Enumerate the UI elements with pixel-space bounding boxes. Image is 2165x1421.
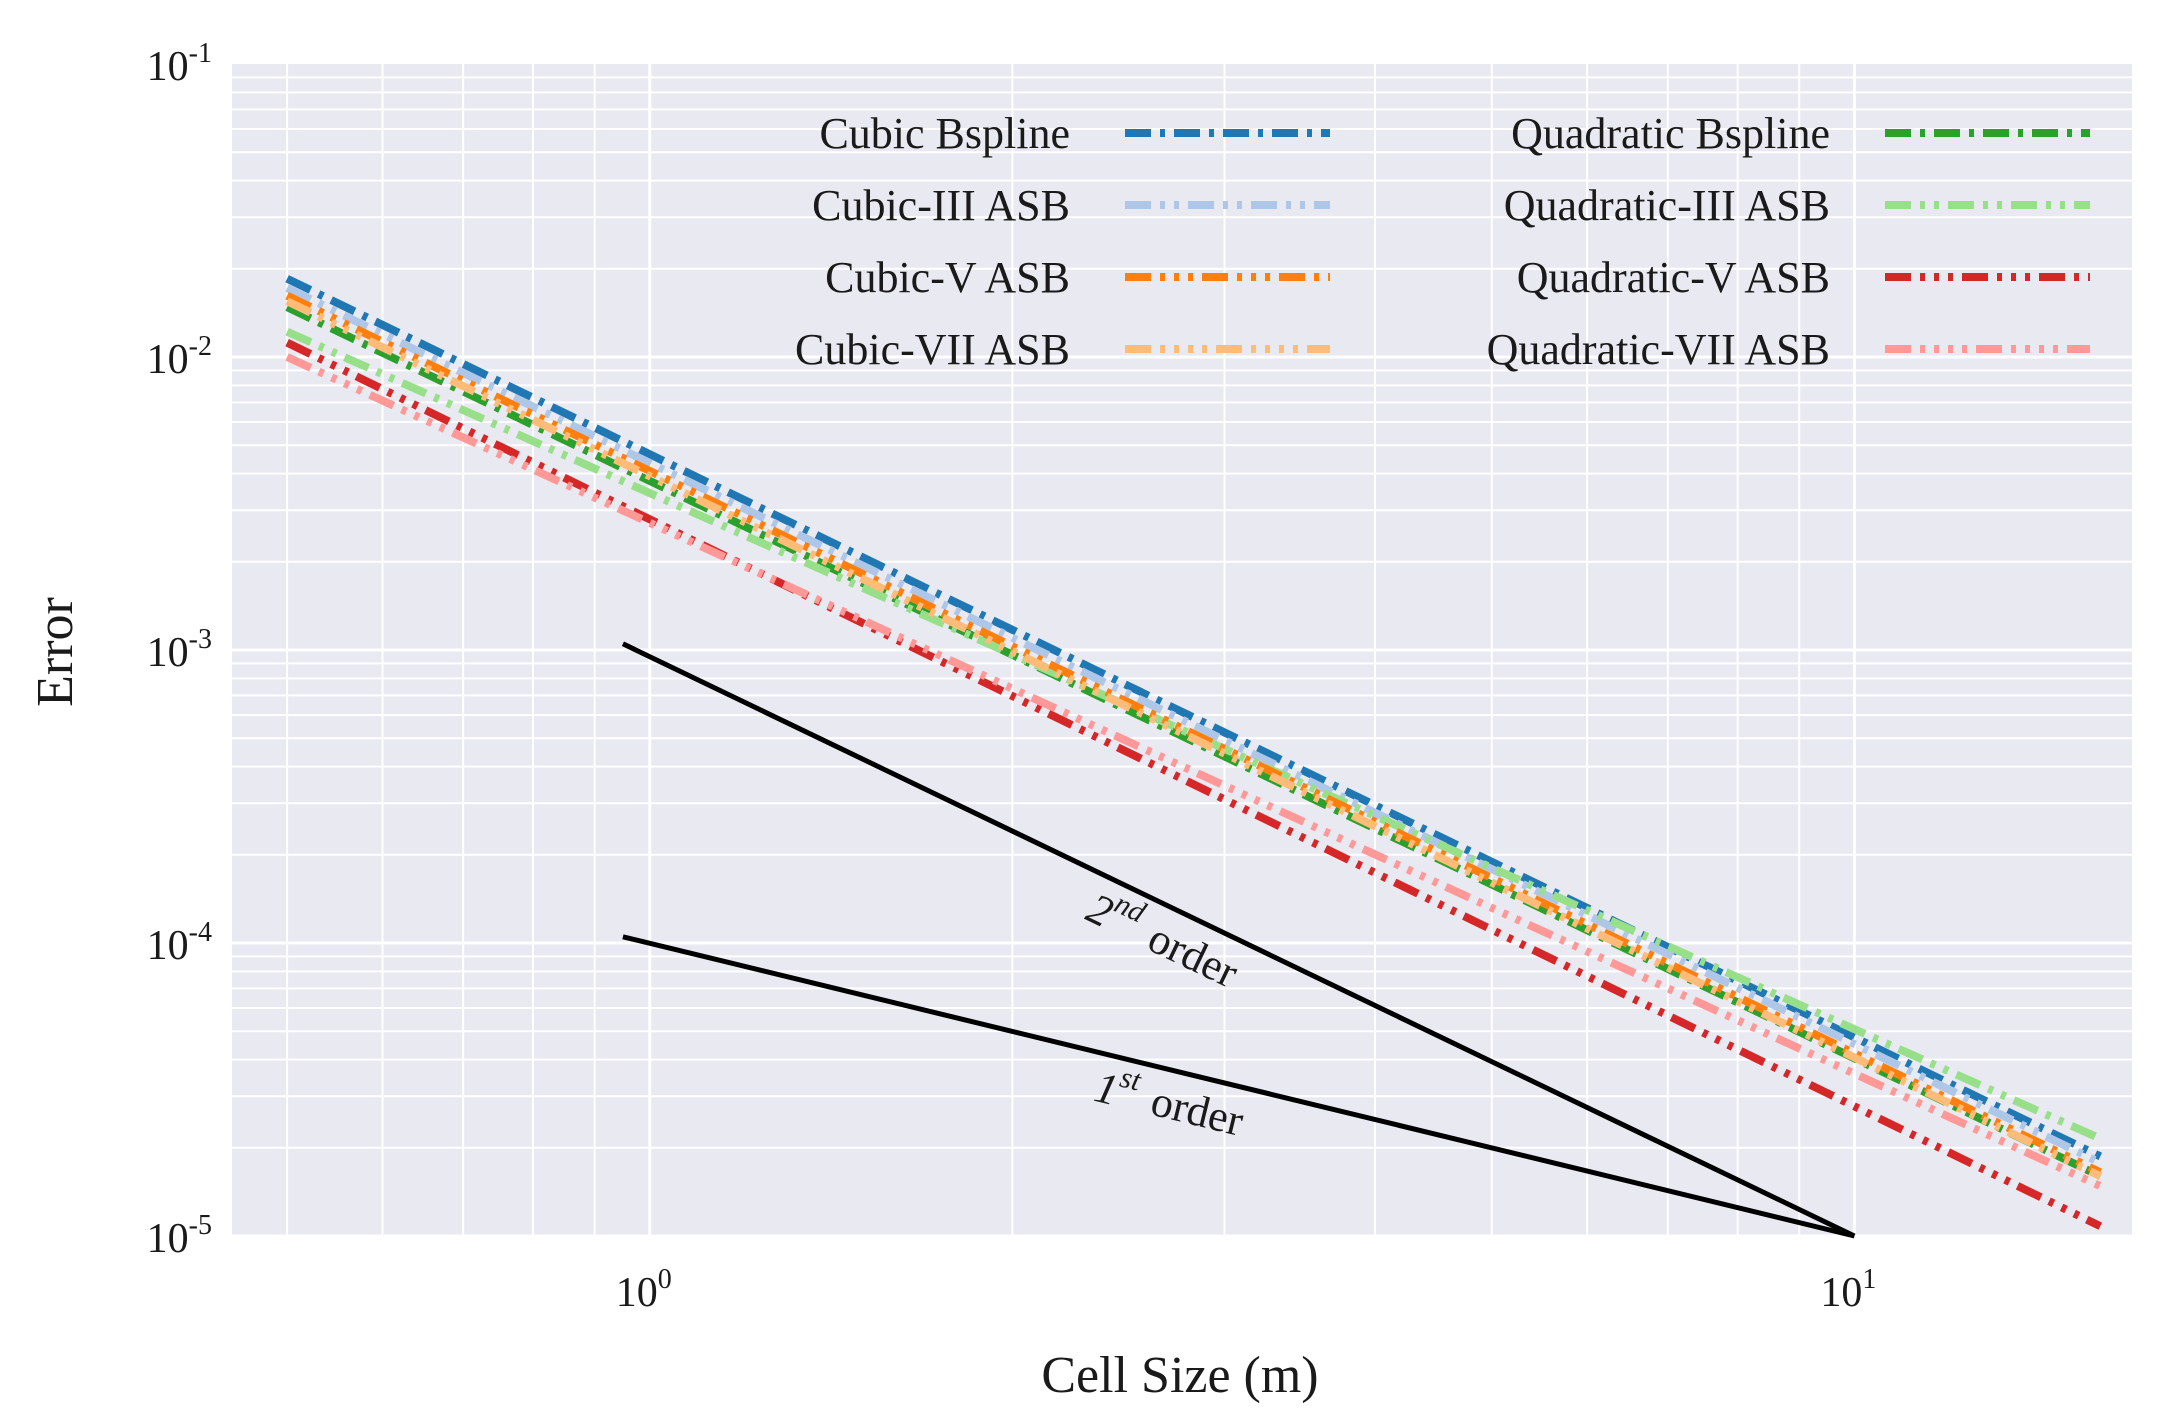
series-line-1 <box>285 275 2103 1161</box>
x-tick-label: 101 <box>1820 1264 1876 1316</box>
series-line-8 <box>285 353 2102 1190</box>
reference-line-1 <box>621 641 1856 1239</box>
legend-label: Cubic Bspline <box>819 109 1070 158</box>
reference-line-2 <box>622 934 1855 1239</box>
y-tick-label: 10-2 <box>147 331 212 383</box>
legend-label: Cubic-III ASB <box>812 181 1070 230</box>
legend-label: Quadratic-VII ASB <box>1487 325 1830 374</box>
series-line-6 <box>285 339 2103 1230</box>
series-line-3 <box>285 284 2103 1167</box>
series-line-4 <box>285 328 2102 1143</box>
legend-label: Cubic-VII ASB <box>795 325 1070 374</box>
legend-label: Quadratic-III ASB <box>1504 181 1830 230</box>
series-line-7 <box>285 297 2103 1180</box>
reference-label-2: 1storder <box>1090 1056 1250 1146</box>
series-line-5 <box>285 291 2103 1176</box>
legend-label: Quadratic-V ASB <box>1517 253 1830 302</box>
y-axis-label: Error <box>27 597 84 707</box>
legend-label: Cubic-V ASB <box>825 253 1070 302</box>
legend-label: Quadratic Bspline <box>1511 109 1830 158</box>
y-tick-label: 10-4 <box>147 917 212 969</box>
x-tick-label: 100 <box>616 1264 672 1316</box>
y-tick-label: 10-3 <box>147 624 212 676</box>
x-axis-label: Cell Size (m) <box>1041 1347 1318 1404</box>
y-tick-label: 10-1 <box>147 38 212 90</box>
y-tick-label: 10-5 <box>147 1210 212 1262</box>
